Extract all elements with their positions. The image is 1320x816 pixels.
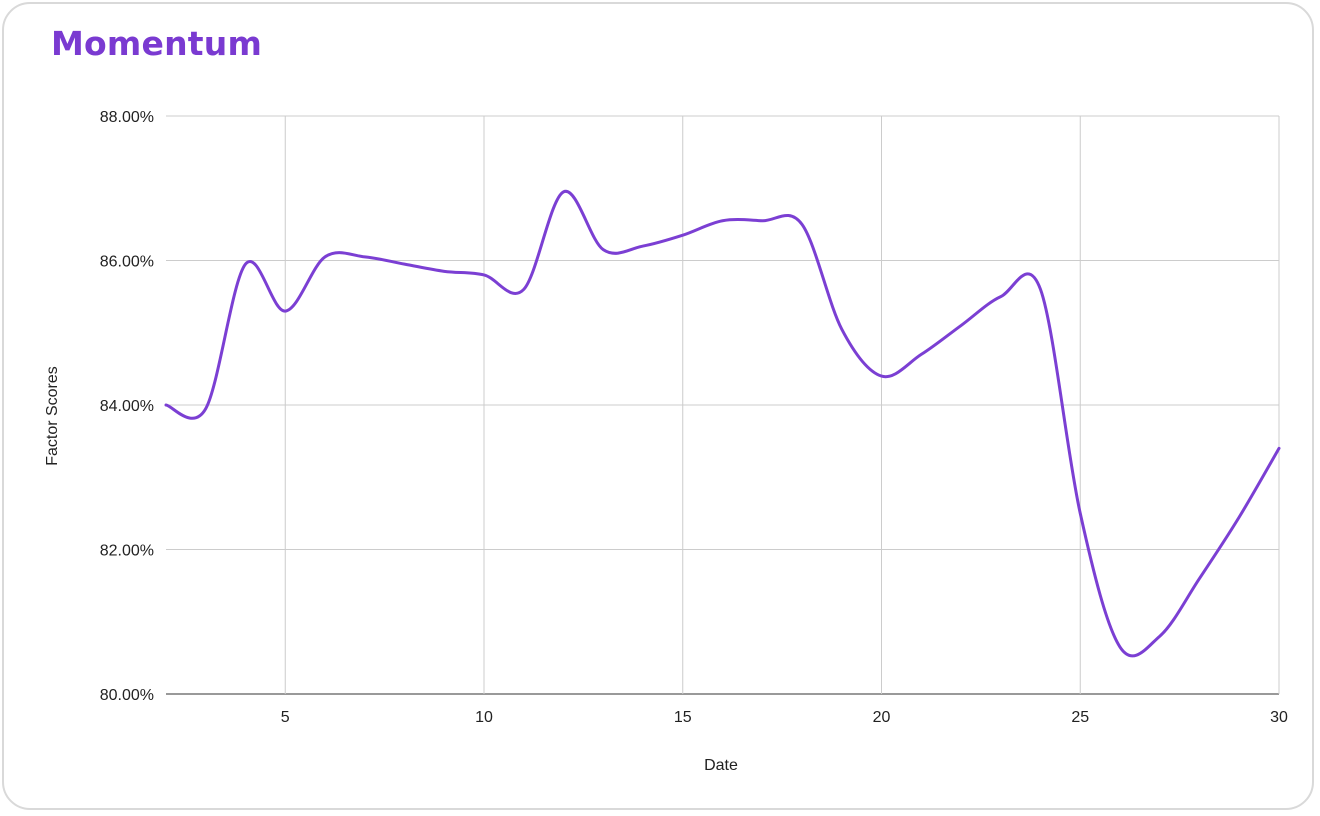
data-point [363, 255, 367, 259]
data-point [681, 233, 685, 237]
data-point [959, 324, 963, 328]
data-point [800, 222, 804, 226]
data-point [1198, 576, 1202, 580]
data-point [1277, 446, 1281, 450]
data-point [244, 262, 248, 266]
data-point [999, 295, 1003, 299]
data-point [403, 262, 407, 266]
series-line-0 [164, 190, 1281, 658]
data-point [919, 352, 923, 356]
x-tick-label: 5 [281, 709, 290, 726]
x-tick-label: 10 [475, 709, 493, 726]
data-point [562, 190, 566, 194]
series-layer [164, 190, 1281, 658]
x-tick-label: 25 [1071, 709, 1089, 726]
data-point [880, 374, 884, 378]
chart-title: Momentum [51, 24, 263, 63]
y-tick-label: 88.00% [100, 109, 154, 126]
data-point [323, 255, 327, 259]
data-point [283, 309, 287, 313]
data-point [840, 327, 844, 331]
x-tick-label: 20 [873, 709, 891, 726]
data-point [1078, 511, 1082, 515]
data-point [1237, 515, 1241, 519]
grid [166, 115, 1280, 695]
x-tick-label: 30 [1270, 709, 1288, 726]
data-point [482, 273, 486, 277]
data-point [442, 269, 446, 273]
data-point [721, 219, 725, 223]
x-tick-label: 15 [674, 709, 692, 726]
y-axis-label: Factor Scores [44, 366, 61, 466]
y-tick-label: 86.00% [100, 254, 154, 271]
data-point [522, 287, 526, 291]
y-tick-label: 84.00% [100, 398, 154, 415]
data-point [601, 248, 605, 252]
y-tick-label: 80.00% [100, 687, 154, 704]
data-point [1039, 287, 1043, 291]
data-point [1158, 634, 1162, 638]
data-point [204, 407, 208, 411]
axis-ticks: 80.00% 82.00% 84.00% 86.00% 88.00% 5 10 15 20 25 3… [100, 109, 1288, 726]
data-point [1118, 645, 1122, 649]
y-tick-label: 82.00% [100, 543, 154, 560]
data-point [641, 244, 645, 248]
x-axis-label: Date [704, 757, 738, 774]
data-point [760, 219, 764, 223]
data-point [164, 403, 168, 407]
